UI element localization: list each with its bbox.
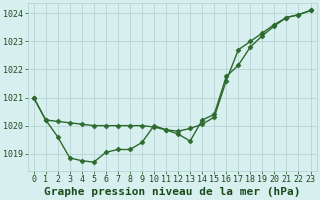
X-axis label: Graphe pression niveau de la mer (hPa): Graphe pression niveau de la mer (hPa) bbox=[44, 186, 300, 197]
